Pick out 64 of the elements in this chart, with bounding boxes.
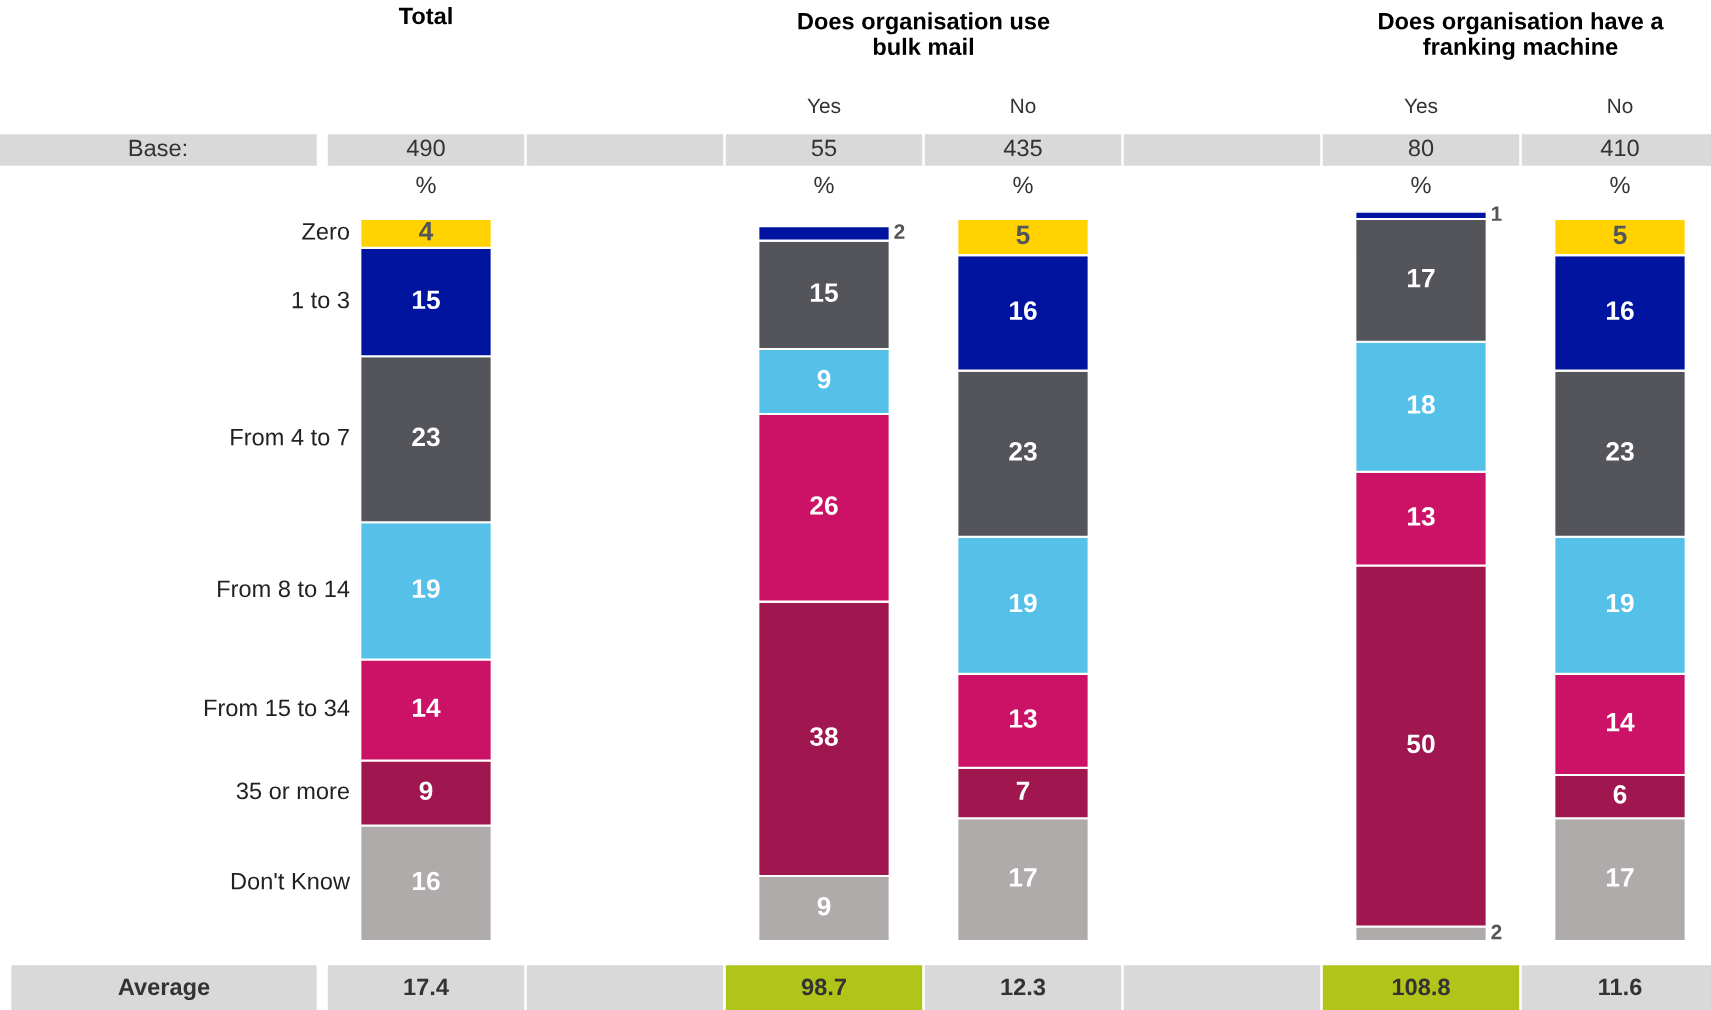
series-label: From 8 to 14 [218,580,350,598]
text: % [416,176,436,194]
text: 490 [406,139,445,157]
text: % [1013,176,1033,194]
series-label: 1 to 3 [292,291,349,309]
data-label: 13 [1009,709,1037,728]
data-label: 23 [1606,442,1634,461]
text: 98.7 [801,978,846,996]
data-label: 2 [1491,924,1502,940]
data-label: 17 [1606,868,1634,887]
text: Base: [129,139,187,157]
text: 12.3 [1001,978,1046,996]
data-label: 1 [1491,206,1502,221]
text: 11.6 [1599,978,1642,996]
series-label: From 4 to 7 [231,429,349,446]
data-label: 14 [1606,713,1635,732]
data-label: 17 [1407,269,1435,288]
data-label: 38 [809,727,838,746]
data-label: 18 [1407,395,1435,414]
series-label: Don't Know [231,873,351,890]
data-label: 16 [1606,301,1634,320]
data-label: 19 [412,579,440,598]
data-label: 2 [894,224,905,239]
text: 80 [1408,139,1434,157]
text: % [814,176,834,194]
data-label: 23 [1009,442,1037,461]
text: Average [118,978,210,1001]
text: Total [398,7,452,25]
series-label: 35 or more [236,782,349,800]
data-label: 16 [412,871,440,891]
text: Does organisation have a franking machine [1379,12,1664,60]
data-label: 17 [1009,868,1037,887]
data-label: 19 [1009,593,1037,613]
data-label: 19 [1606,593,1634,613]
text: Does organisation use bulk mail [798,12,1050,56]
text: % [1610,176,1630,194]
data-label: 15 [810,283,838,302]
data-label: 14 [412,698,441,717]
text: 435 [1003,139,1042,157]
data-label: 15 [412,290,440,310]
data-label: 50 [1407,734,1435,754]
x-tick-label: No [1608,98,1633,114]
data-label: 4 [419,222,434,241]
text: 410 [1600,139,1639,157]
data-label: 6 [1613,785,1627,804]
series-label: Zero [302,223,350,240]
text: 17.4 [404,978,449,996]
data-label: 5 [1016,225,1030,245]
x-tick-label: No [1011,98,1036,114]
data-label: 23 [412,427,440,447]
data-label: 13 [1407,507,1435,526]
text: 108.8 [1392,978,1450,996]
data-label: 7 [1016,781,1030,800]
data-label: 9 [817,896,831,916]
text: % [1411,176,1431,194]
data-label: 26 [810,496,838,515]
x-tick-label: Yes [1404,98,1438,114]
data-label: 16 [1009,301,1037,320]
data-label: 9 [817,369,831,389]
text: 55 [811,139,837,157]
data-label: 5 [1613,225,1627,245]
series-label: From 15 to 34 [204,699,350,717]
data-label: 9 [419,781,433,801]
x-tick-label: Yes [807,98,841,114]
